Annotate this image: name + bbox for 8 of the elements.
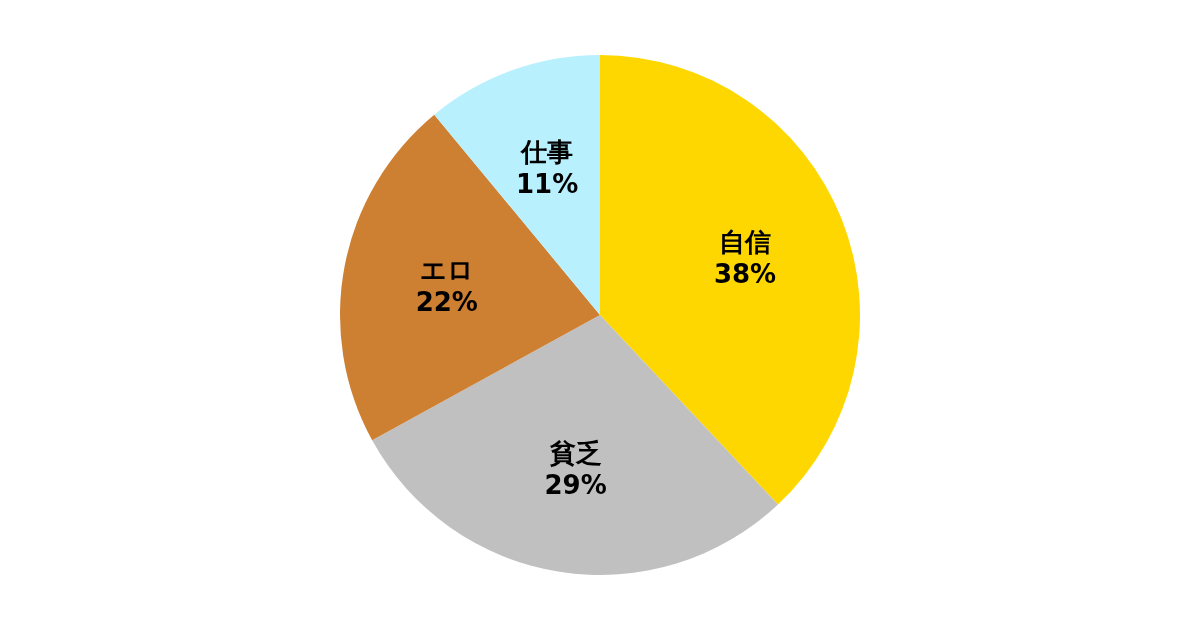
- slice-label: 自信: [719, 226, 772, 257]
- slice-label: 仕事: [520, 137, 574, 168]
- data-label: 11%: [516, 169, 579, 200]
- slice-label: エロ: [419, 254, 474, 285]
- slice-label: 貧乏: [548, 438, 602, 469]
- data-label: 38%: [713, 258, 777, 289]
- data-label: 22%: [415, 286, 478, 317]
- data-label: 29%: [544, 470, 607, 501]
